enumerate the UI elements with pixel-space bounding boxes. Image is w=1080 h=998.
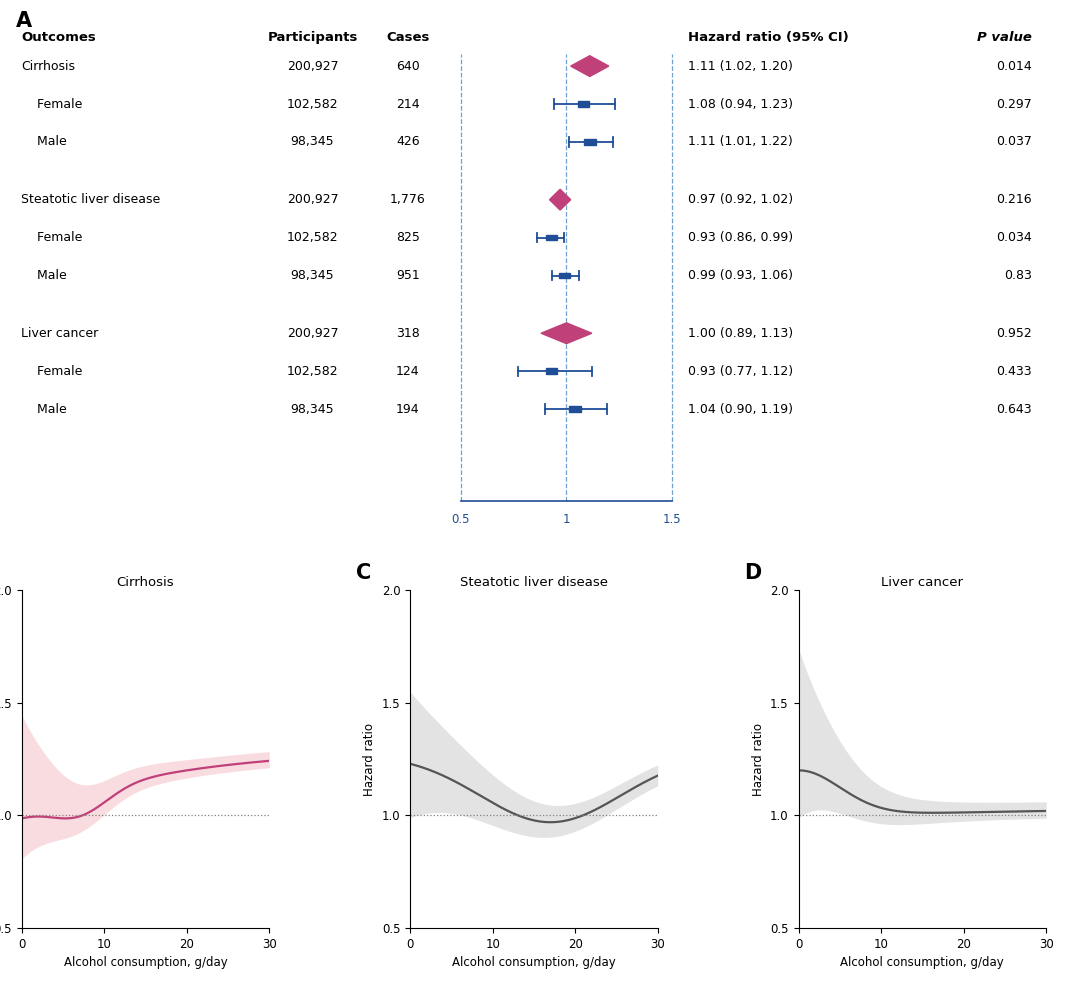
Text: 0.643: 0.643 [997,402,1032,415]
Text: Cirrhosis: Cirrhosis [22,60,76,73]
Text: 825: 825 [395,232,420,245]
Bar [569,406,581,412]
Text: 1.04 (0.90, 1.19): 1.04 (0.90, 1.19) [688,402,793,415]
Text: 0.952: 0.952 [997,326,1032,339]
Text: 0.297: 0.297 [997,98,1032,111]
Text: 951: 951 [396,269,419,282]
Text: 98,345: 98,345 [291,269,334,282]
Text: 1: 1 [563,513,570,526]
X-axis label: Alcohol consumption, g/day: Alcohol consumption, g/day [453,956,616,969]
Title: Cirrhosis: Cirrhosis [117,576,174,589]
Y-axis label: Hazard ratio: Hazard ratio [363,723,376,795]
Text: D: D [744,563,761,583]
Text: Cases: Cases [386,31,430,44]
Text: 200,927: 200,927 [286,60,338,73]
Text: 1.11 (1.02, 1.20): 1.11 (1.02, 1.20) [688,60,793,73]
Text: Female: Female [22,364,83,377]
Polygon shape [541,322,592,343]
Polygon shape [570,56,609,77]
X-axis label: Alcohol consumption, g/day: Alcohol consumption, g/day [64,956,227,969]
Text: 200,927: 200,927 [286,326,338,339]
Text: 640: 640 [396,60,419,73]
Bar [578,101,590,107]
Text: 1,776: 1,776 [390,194,426,207]
Text: 1.5: 1.5 [663,513,681,526]
Text: 124: 124 [396,364,419,377]
Text: Outcomes: Outcomes [22,31,96,44]
Text: 0.5: 0.5 [451,513,470,526]
Text: 98,345: 98,345 [291,402,334,415]
Text: 1.08 (0.94, 1.23): 1.08 (0.94, 1.23) [688,98,793,111]
Text: 98,345: 98,345 [291,136,334,149]
Bar [584,139,595,145]
Text: 0.93 (0.86, 0.99): 0.93 (0.86, 0.99) [688,232,794,245]
Bar [545,368,557,374]
Text: 0.037: 0.037 [996,136,1032,149]
Text: 318: 318 [396,326,419,339]
Text: 102,582: 102,582 [286,98,338,111]
Text: 102,582: 102,582 [286,232,338,245]
Text: 0.97 (0.92, 1.02): 0.97 (0.92, 1.02) [688,194,794,207]
X-axis label: Alcohol consumption, g/day: Alcohol consumption, g/day [840,956,1004,969]
Y-axis label: Hazard ratio: Hazard ratio [752,723,765,795]
Text: Hazard ratio (95% CI): Hazard ratio (95% CI) [688,31,849,44]
Text: Participants: Participants [267,31,357,44]
Text: Female: Female [22,98,83,111]
Text: Female: Female [22,232,83,245]
Text: Steatotic liver disease: Steatotic liver disease [22,194,161,207]
Text: Male: Male [22,269,67,282]
Title: Steatotic liver disease: Steatotic liver disease [460,576,608,589]
Text: 0.216: 0.216 [997,194,1032,207]
Text: 1.00 (0.89, 1.13): 1.00 (0.89, 1.13) [688,326,794,339]
Text: 194: 194 [396,402,419,415]
Text: Male: Male [22,402,67,415]
Polygon shape [550,190,570,210]
Text: Male: Male [22,136,67,149]
Text: 0.433: 0.433 [997,364,1032,377]
Text: 426: 426 [396,136,419,149]
Text: C: C [355,563,370,583]
Text: 1.11 (1.01, 1.22): 1.11 (1.01, 1.22) [688,136,793,149]
Bar [558,272,570,278]
Text: 0.83: 0.83 [1004,269,1032,282]
Text: 214: 214 [396,98,419,111]
Text: 0.93 (0.77, 1.12): 0.93 (0.77, 1.12) [688,364,794,377]
Title: Liver cancer: Liver cancer [881,576,963,589]
Text: A: A [16,11,32,31]
Text: 102,582: 102,582 [286,364,338,377]
Text: 0.99 (0.93, 1.06): 0.99 (0.93, 1.06) [688,269,793,282]
Text: 0.034: 0.034 [997,232,1032,245]
Text: 200,927: 200,927 [286,194,338,207]
Bar [545,235,557,241]
Text: 0.014: 0.014 [997,60,1032,73]
Text: P value: P value [977,31,1032,44]
Text: Liver cancer: Liver cancer [22,326,98,339]
